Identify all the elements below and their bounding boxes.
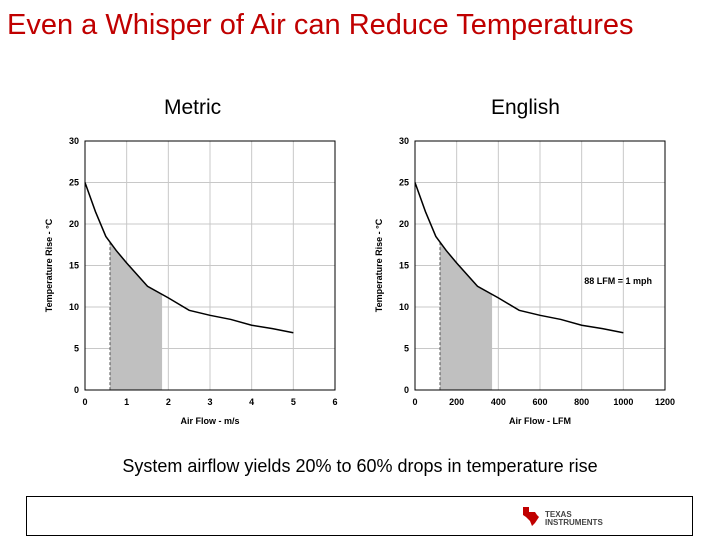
metric-y-tick: 15 [69,261,79,271]
english-y-tick: 10 [399,302,409,312]
metric-y-tick: 10 [69,302,79,312]
english-x-tick: 1200 [655,397,675,407]
metric-x-tick: 5 [291,397,296,407]
english-y-tick: 20 [399,219,409,229]
english-shaded-region [440,242,493,390]
english-y-tick: 15 [399,261,409,271]
metric-y-tick: 30 [69,136,79,146]
metric-plot-frame [84,140,336,391]
slide-title: Even a Whisper of Air can Reduce Tempera… [7,9,634,41]
english-x-tick: 800 [574,397,589,407]
english-chart-title: English [491,96,560,119]
metric-x-tick: 2 [166,397,171,407]
english-x-tick: 1000 [613,397,633,407]
english-x-tick: 600 [532,397,547,407]
slide-caption: System airflow yields 20% to 60% drops i… [122,456,598,476]
metric-y-tick: 5 [74,344,79,354]
metric-x-axis-label: Air Flow - m/s [180,416,239,426]
english-annotation: 88 LFM = 1 mph [584,276,652,286]
english-y-tick: 25 [399,178,409,188]
metric-y-tick: 0 [74,385,79,395]
english-y-axis-label: Temperature Rise - °C [374,218,384,312]
metric-x-tick: 4 [249,397,254,407]
english-curve [414,182,624,334]
english-plot-frame [414,140,666,391]
english-y-tick: 30 [399,136,409,146]
english-x-tick: 200 [449,397,464,407]
texas-instruments-logo: TEXAS INSTRUMENTS [521,503,621,529]
metric-x-tick: 3 [207,397,212,407]
logo-line-1: TEXAS [545,510,572,519]
metric-x-tick: 6 [332,397,337,407]
texas-state-icon [523,507,539,526]
metric-y-tick: 20 [69,219,79,229]
metric-chart-title: Metric [164,96,222,119]
metric-x-tick: 1 [124,397,129,407]
english-y-tick: 0 [404,385,409,395]
footer-bar: TEXAS INSTRUMENTS [26,496,693,536]
logo-line-2: INSTRUMENTS [545,518,603,527]
english-x-tick: 0 [412,397,417,407]
english-y-tick: 5 [404,344,409,354]
metric-y-tick: 25 [69,178,79,188]
english-x-tick: 400 [491,397,506,407]
english-x-axis-label: Air Flow - LFM [509,416,571,426]
metric-shaded-region [110,242,163,390]
metric-y-axis-label: Temperature Rise - °C [44,218,54,312]
metric-x-tick: 0 [82,397,87,407]
metric-chart: 0 1 2 3 4 5 6 0 5 10 15 20 25 30 Air Flow - m/s Tempera… [44,136,338,426]
english-chart: 0 200 400 600 800 1000 1200 0 5 10 15 20 25 30 Air Flo… [374,136,675,426]
metric-curve [84,182,294,334]
